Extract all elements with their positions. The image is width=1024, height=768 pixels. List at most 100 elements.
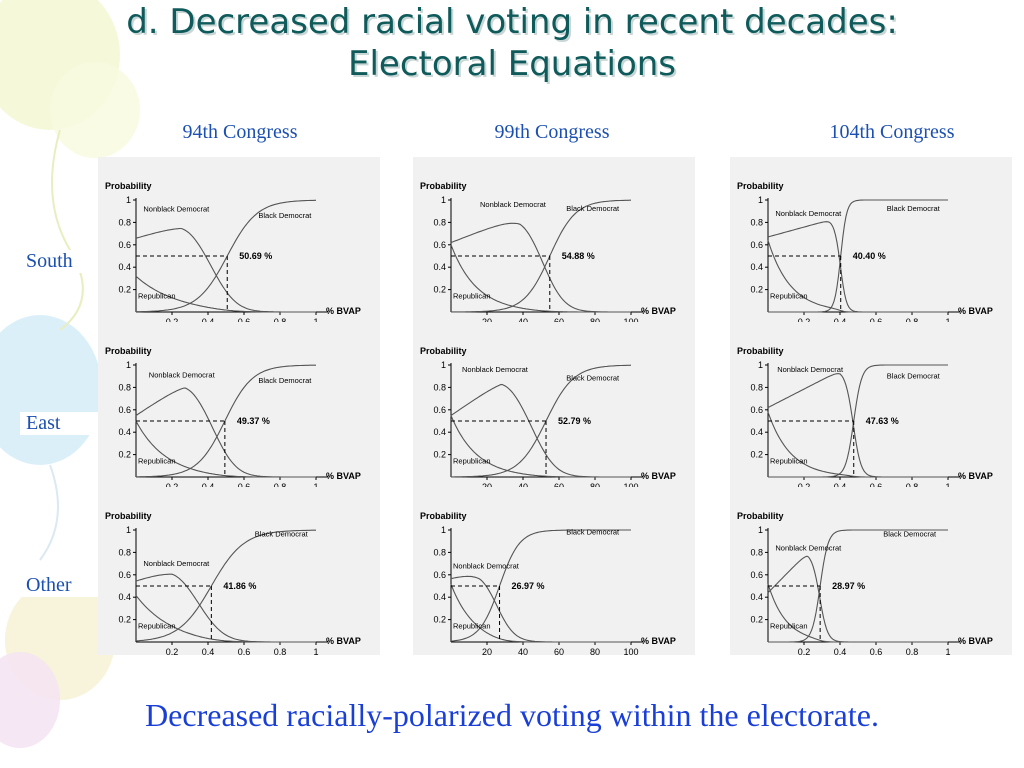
y-tick-label: 1 [441, 525, 446, 535]
x-axis-label: % BVAP [641, 636, 676, 646]
chart-panel: Probability 1 0.8 0.6 0.4 0.2 20 40 60 80 100% BVA… [413, 157, 695, 325]
chart-panel: Probability 1 0.8 0.6 0.4 0.2 0.2 0.4 0.6 0.8 1 % B… [98, 157, 380, 325]
column-label-104th: 104th Congress [829, 121, 955, 143]
x-tick-label: 0.2 [798, 482, 811, 490]
x-tick-label: 1 [313, 647, 318, 655]
x-tick-label: 0.4 [202, 317, 215, 325]
y-tick-label: 0.2 [433, 615, 446, 625]
slide-title-line1: d. Decreased racial voting in recent dec… [126, 2, 898, 42]
row-label-other: Other [20, 574, 98, 597]
y-tick-label: 0.2 [750, 285, 763, 295]
series-label-nonblack-democrat: Nonblack Democrat [143, 559, 210, 568]
y-axis-label: Probability [105, 511, 152, 521]
y-tick-label: 0.8 [118, 547, 131, 557]
column-label-99th: 99th Congress [494, 121, 610, 143]
balloon-string [39, 464, 59, 561]
y-tick-label: 1 [758, 360, 763, 370]
x-tick-label: 0.6 [238, 647, 251, 655]
chart-svg: Probability 1 0.8 0.6 0.4 0.2 0.2 0.4 0.6 0.8 1 % B… [105, 511, 361, 655]
column-label-94th: 94th Congress [182, 121, 298, 143]
x-tick-label: 0.6 [238, 317, 251, 325]
curve-black-democrat [450, 529, 631, 642]
y-tick-label: 0.4 [750, 592, 763, 602]
x-axis-label: % BVAP [958, 471, 993, 481]
y-tick-label: 0.6 [118, 405, 131, 415]
x-tick-label: 100 [623, 317, 638, 325]
series-label-nonblack-democrat: Nonblack Democrat [775, 543, 842, 552]
y-tick-label: 0.2 [118, 615, 131, 625]
y-tick-label: 0.2 [118, 450, 131, 460]
chart-panel: Probability 1 0.8 0.6 0.4 0.2 20 40 60 80 100% BVA… [413, 322, 695, 490]
series-label-nonblack-democrat: Nonblack Democrat [480, 200, 547, 209]
x-tick-label: 0.8 [274, 647, 287, 655]
y-tick-label: 0.2 [118, 285, 131, 295]
chart-panel: Probability 1 0.8 0.6 0.4 0.2 0.2 0.4 0.6 0.8 1 % B… [98, 487, 380, 655]
y-tick-label: 0.6 [750, 405, 763, 415]
curve-republican [135, 275, 316, 313]
x-tick-label: 0.4 [834, 317, 847, 325]
series-label-black-democrat: Black Democrat [566, 204, 620, 213]
curve-black-democrat [768, 529, 948, 643]
chart-svg: Probability 1 0.8 0.6 0.4 0.2 20 40 60 80 100% BVA… [420, 511, 676, 655]
y-tick-label: 0.8 [433, 382, 446, 392]
crossover-annotation: 50.69 % [239, 251, 272, 261]
series-label-republican: Republican [770, 622, 808, 631]
y-tick-label: 0.2 [433, 450, 446, 460]
x-tick-label: 0.6 [870, 482, 883, 490]
x-axis-label: % BVAP [326, 636, 361, 646]
crossover-annotation: 54.88 % [562, 251, 595, 261]
x-tick-label: 40 [518, 317, 528, 325]
series-label-black-democrat: Black Democrat [887, 371, 941, 380]
y-tick-label: 0.2 [750, 615, 763, 625]
y-axis-label: Probability [420, 181, 467, 191]
y-tick-label: 0.8 [118, 382, 131, 392]
chart-panel: Probability 1 0.8 0.6 0.4 0.2 0.2 0.4 0.6 0.8 1 % B… [730, 322, 1012, 490]
y-tick-label: 0.2 [750, 450, 763, 460]
x-tick-label: 40 [518, 482, 528, 490]
x-tick-label: 1 [945, 647, 950, 655]
curve-republican [450, 415, 631, 478]
y-tick-label: 1 [758, 525, 763, 535]
curve-republican [767, 411, 948, 478]
curve-black-democrat [135, 529, 316, 642]
balloon-shape [50, 62, 140, 158]
y-tick-label: 0.6 [118, 240, 131, 250]
y-tick-label: 0.2 [433, 285, 446, 295]
y-tick-label: 1 [441, 195, 446, 205]
curve-republican [767, 240, 948, 313]
x-tick-label: 80 [590, 317, 600, 325]
series-label-black-democrat: Black Democrat [887, 204, 941, 213]
y-tick-label: 0.4 [118, 427, 131, 437]
footer-caption: Decreased racially-polarized voting with… [145, 697, 879, 733]
x-tick-label: 0.8 [274, 317, 287, 325]
x-tick-label: 1 [313, 482, 318, 490]
x-tick-label: 60 [554, 647, 564, 655]
crossover-annotation: 52.79 % [558, 416, 591, 426]
y-tick-label: 0.4 [118, 592, 131, 602]
series-label-nonblack-democrat: Nonblack Democrat [143, 204, 210, 213]
y-tick-label: 0.4 [433, 427, 446, 437]
series-label-republican: Republican [770, 292, 808, 301]
y-axis-label: Probability [105, 346, 152, 356]
curve-republican [450, 583, 631, 643]
x-tick-label: 0.2 [166, 317, 179, 325]
y-tick-label: 0.4 [433, 592, 446, 602]
y-tick-label: 0.8 [118, 217, 131, 227]
series-label-black-democrat: Black Democrat [566, 374, 620, 383]
y-tick-label: 0.6 [750, 240, 763, 250]
series-label-republican: Republican [770, 457, 808, 466]
y-tick-label: 1 [758, 195, 763, 205]
crossover-annotation: 26.97 % [512, 581, 545, 591]
x-tick-label: 0.2 [798, 647, 811, 655]
x-tick-label: 0.8 [906, 317, 919, 325]
chart-svg: Probability 1 0.8 0.6 0.4 0.2 0.2 0.4 0.6 0.8 1 % B… [737, 346, 993, 490]
y-tick-label: 1 [126, 525, 131, 535]
chart-panel: Probability 1 0.8 0.6 0.4 0.2 0.2 0.4 0.6 0.8 1 % B… [98, 322, 380, 490]
x-tick-label: 0.2 [798, 317, 811, 325]
curve-republican [135, 420, 316, 478]
y-tick-label: 0.6 [433, 240, 446, 250]
curve-black-democrat [136, 199, 316, 313]
series-label-black-democrat: Black Democrat [258, 211, 312, 220]
y-tick-label: 0.6 [118, 570, 131, 580]
x-tick-label: 0.4 [834, 482, 847, 490]
